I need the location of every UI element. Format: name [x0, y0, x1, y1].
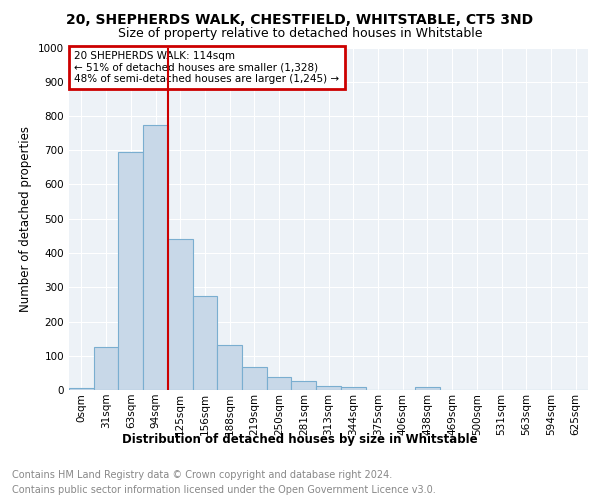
Text: Distribution of detached houses by size in Whitstable: Distribution of detached houses by size … [122, 432, 478, 446]
Bar [118, 152, 143, 390]
Bar [242, 366, 267, 390]
Bar [292, 382, 316, 390]
Bar [143, 124, 168, 390]
Text: 20, SHEPHERDS WALK, CHESTFIELD, WHITSTABLE, CT5 3ND: 20, SHEPHERDS WALK, CHESTFIELD, WHITSTAB… [67, 12, 533, 26]
Bar [94, 347, 118, 390]
Bar [69, 388, 94, 390]
Bar [168, 240, 193, 390]
Text: Size of property relative to detached houses in Whitstable: Size of property relative to detached ho… [118, 28, 482, 40]
Text: 20 SHEPHERDS WALK: 114sqm
← 51% of detached houses are smaller (1,328)
48% of se: 20 SHEPHERDS WALK: 114sqm ← 51% of detac… [74, 51, 340, 84]
Bar [193, 296, 217, 390]
Y-axis label: Number of detached properties: Number of detached properties [19, 126, 32, 312]
Bar [217, 346, 242, 390]
Bar [341, 386, 365, 390]
Bar [415, 386, 440, 390]
Text: Contains public sector information licensed under the Open Government Licence v3: Contains public sector information licen… [12, 485, 436, 495]
Bar [316, 386, 341, 390]
Text: Contains HM Land Registry data © Crown copyright and database right 2024.: Contains HM Land Registry data © Crown c… [12, 470, 392, 480]
Bar [267, 377, 292, 390]
